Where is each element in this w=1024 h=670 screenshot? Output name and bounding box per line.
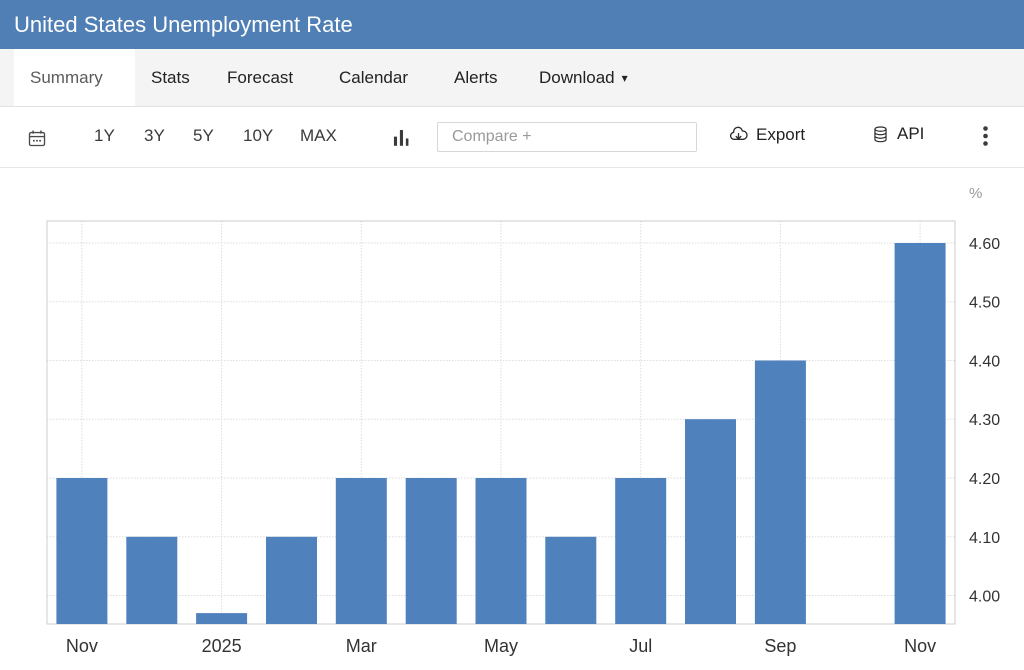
svg-text:4.00: 4.00	[969, 589, 1000, 606]
svg-text:4.10: 4.10	[969, 530, 1000, 547]
svg-text:2025: 2025	[202, 636, 242, 656]
svg-text:Nov: Nov	[904, 636, 936, 656]
svg-text:4.20: 4.20	[969, 471, 1000, 488]
svg-text:%: %	[969, 185, 982, 202]
svg-text:Mar: Mar	[346, 636, 377, 656]
svg-text:May: May	[484, 636, 518, 656]
svg-text:4.60: 4.60	[969, 236, 1000, 253]
svg-text:Nov: Nov	[66, 636, 98, 656]
svg-text:4.30: 4.30	[969, 412, 1000, 429]
svg-text:Sep: Sep	[764, 636, 796, 656]
svg-text:4.40: 4.40	[969, 354, 1000, 371]
svg-text:4.50: 4.50	[969, 295, 1000, 312]
svg-text:Jul: Jul	[629, 636, 652, 656]
